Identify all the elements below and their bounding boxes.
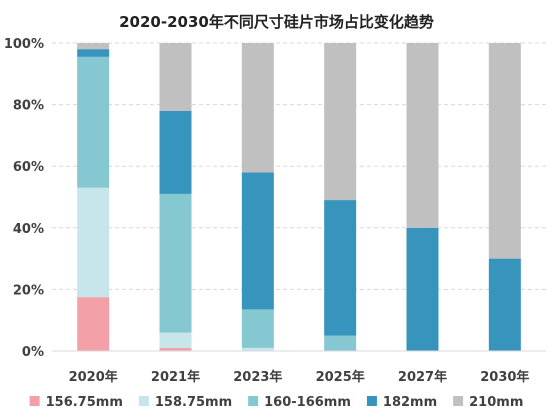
- x-tick-label: 2021年: [151, 369, 200, 385]
- legend-swatch: [248, 396, 259, 406]
- y-tick-label: 20%: [13, 283, 44, 298]
- y-tick-label: 40%: [13, 222, 44, 237]
- bar-segment: [77, 56, 110, 188]
- legend-item: 156.75mm: [29, 395, 123, 410]
- bar-segment: [324, 200, 357, 336]
- bar-segment: [488, 43, 521, 259]
- bar-segment: [406, 43, 439, 228]
- bar-segment: [241, 347, 274, 351]
- bar-segment: [324, 43, 357, 201]
- bar-segment: [159, 43, 192, 111]
- legend-swatch: [453, 396, 464, 406]
- x-tick-label: 2023年: [233, 369, 282, 385]
- legend-label: 182mm: [383, 395, 437, 410]
- x-tick-label: 2025年: [316, 369, 365, 385]
- bar-segment: [241, 43, 274, 173]
- x-tick-label: 2027年: [398, 369, 447, 385]
- y-axis-ticks: 0% 20% 40% 60% 80% 100%: [4, 37, 44, 360]
- bars: [77, 43, 521, 351]
- y-tick-label: 100%: [4, 37, 44, 52]
- bar-segment: [159, 347, 192, 351]
- legend-item: 160-166mm: [248, 395, 351, 410]
- legend-label: 160-166mm: [264, 395, 351, 410]
- legend-label: 158.75mm: [155, 395, 232, 410]
- legend-label: 156.75mm: [46, 395, 123, 410]
- bar-segment: [406, 227, 439, 351]
- bar-segment: [159, 332, 192, 348]
- x-tick-label: 2030年: [480, 369, 529, 385]
- legend-label: 210mm: [469, 395, 523, 410]
- bar-segment: [159, 110, 192, 194]
- x-axis-ticks: 2020年 2021年 2023年 2025年 2027年 2030年: [69, 369, 530, 385]
- bar-segment: [241, 172, 274, 310]
- bar-segment: [241, 309, 274, 348]
- legend-swatch: [138, 396, 149, 406]
- chart-title: 2020-2030年不同尺寸硅片市场占比变化趋势: [119, 13, 434, 31]
- y-tick-label: 0%: [22, 345, 44, 360]
- gridlines: [52, 42, 546, 290]
- legend-item: 182mm: [366, 395, 437, 410]
- bar-segment: [77, 43, 110, 50]
- bar-segment: [77, 187, 110, 298]
- y-tick-label: 60%: [13, 160, 44, 175]
- legend-swatch: [366, 396, 377, 406]
- bar-segment: [324, 335, 357, 351]
- y-tick-label: 80%: [13, 99, 44, 114]
- bar-segment: [488, 258, 521, 351]
- legend: 156.75mm 158.75mm 160-166mm 182mm 210mm: [29, 395, 523, 410]
- legend-swatch: [29, 396, 40, 406]
- bar-segment: [77, 49, 110, 57]
- legend-item: 210mm: [453, 395, 523, 410]
- bar-segment: [77, 297, 110, 351]
- legend-item: 158.75mm: [138, 395, 232, 410]
- x-tick-label: 2020年: [69, 369, 118, 385]
- bar-segment: [159, 193, 192, 333]
